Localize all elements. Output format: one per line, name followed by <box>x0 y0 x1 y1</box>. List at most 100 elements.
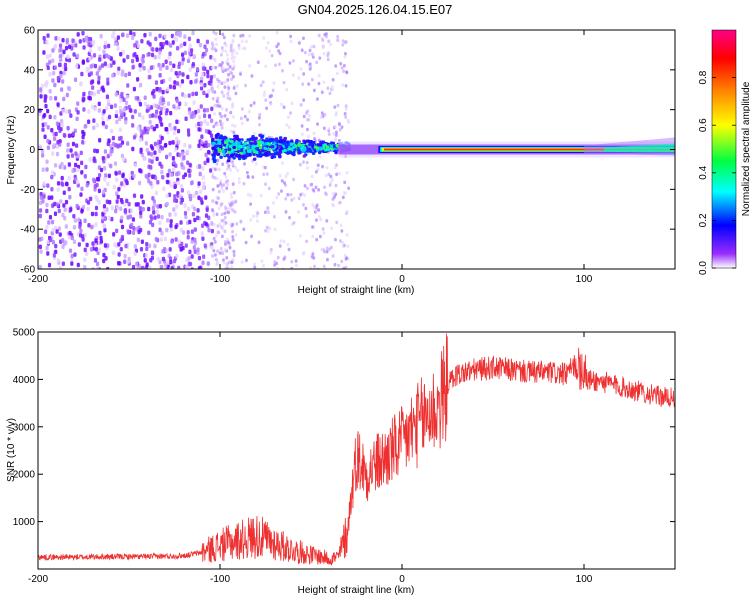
spectrogram-cell <box>53 96 58 101</box>
spectrogram-cell <box>273 263 276 267</box>
spectrogram-cell <box>167 55 171 60</box>
spectrogram-cell <box>270 138 275 142</box>
spectrogram-cell <box>42 50 46 55</box>
spectrogram-cell <box>131 114 135 120</box>
spectrogram-cell <box>99 33 103 39</box>
spectrogram-cell <box>143 95 147 100</box>
spectrogram-cell <box>181 72 185 77</box>
spectrogram-cell <box>134 261 139 267</box>
spectrogram-cell <box>46 251 50 256</box>
spectrogram-cell <box>79 81 83 86</box>
spectrogram-cell <box>222 93 225 98</box>
spectrogram-cell <box>200 76 204 82</box>
spectrogram-cell <box>119 206 123 212</box>
spectrogram-cell <box>59 73 63 79</box>
spectrogram-cell <box>273 227 277 232</box>
spectrogram-cell <box>215 212 219 217</box>
spectrogram-cell <box>317 208 321 212</box>
spectrogram-cell <box>154 190 159 196</box>
spectrogram-cell <box>82 131 86 137</box>
spectrogram-cell <box>335 144 340 148</box>
spectrogram-cell <box>268 49 272 53</box>
spectrogram-cell <box>256 211 260 216</box>
spectrogram-cell <box>113 103 117 108</box>
spectrogram-cell <box>218 63 222 67</box>
spectrogram-cell <box>106 181 110 187</box>
spectrogram-cell <box>161 62 165 68</box>
spectrogram-cell <box>272 215 276 219</box>
chart-title: GN04.2025.126.04.15.E07 <box>298 2 453 17</box>
spectrogram-cell <box>248 34 251 38</box>
spectrogram-cell <box>322 80 326 85</box>
spectrogram-cell <box>264 98 268 102</box>
spectrogram-cell <box>263 165 267 170</box>
spectrogram-cell <box>268 94 272 99</box>
spectrogram-cell <box>126 83 130 88</box>
spectrogram-cell <box>115 191 119 196</box>
spectrogram-cell <box>216 184 220 188</box>
spectrogram-cell <box>148 265 152 269</box>
spectrogram-cell <box>221 150 226 154</box>
spectrogram-cell <box>210 221 214 226</box>
spectrogram-cell <box>169 43 173 48</box>
spectrogram-cell <box>326 257 329 262</box>
spectrogram-cell <box>299 103 303 107</box>
spectrogram-cell <box>102 208 107 213</box>
spectrogram-cell <box>331 254 335 258</box>
spectrogram-cell <box>330 226 333 231</box>
spectrogram-cell <box>172 207 176 212</box>
spectrogram-cell <box>320 111 324 115</box>
spectrogram-cell <box>38 213 42 219</box>
spectrogram-cell <box>312 141 316 145</box>
spectrogram-cell <box>168 256 173 261</box>
spectrogram-cell <box>230 195 234 200</box>
spectrogram-cell <box>270 53 274 58</box>
spectrogram-cell <box>95 266 100 269</box>
spectrogram-cell <box>165 179 169 185</box>
spectrogram-cell <box>41 127 45 132</box>
spectrogram-cell <box>72 239 77 245</box>
spectrogram-cell <box>178 152 182 158</box>
spectrogram-cell <box>117 170 122 175</box>
spectrogram-cell <box>175 204 179 209</box>
spectrogram-cell <box>194 79 198 84</box>
spectrogram-cell <box>199 197 203 202</box>
spectrogram-cell <box>226 138 230 142</box>
spectrogram-cell <box>312 189 316 193</box>
spectrogram-cell <box>219 134 223 138</box>
spectrogram-cell <box>224 206 228 211</box>
spectrogram-cell <box>39 87 43 92</box>
spectrogram-cell <box>232 33 236 38</box>
spectrogram-cell <box>342 191 346 195</box>
spectrogram-cell <box>158 50 162 55</box>
spectrogram-cell <box>93 148 97 154</box>
spectrogram-cell <box>161 174 165 180</box>
spectrogram-cell <box>275 31 279 35</box>
spectrogram-cell <box>162 246 167 252</box>
spectrogram-cell <box>232 190 236 195</box>
spectrogram-cell <box>216 167 220 171</box>
snr-y-tick-label: 5000 <box>13 328 36 339</box>
spectrogram-cell <box>81 97 85 103</box>
spectrogram-cell <box>38 237 42 242</box>
spectrogram-cell <box>253 265 257 269</box>
spectrogram-cell <box>281 267 285 269</box>
spectrogram-cell <box>177 105 181 110</box>
spectrogram-cell <box>106 266 110 269</box>
spectrogram-cell <box>190 239 194 244</box>
spectrogram-cell <box>39 191 43 197</box>
spectrogram-cell <box>204 47 209 53</box>
spectrogram-cell <box>48 72 52 77</box>
spectrogram-cell <box>132 225 136 231</box>
spectrogram-cell <box>279 139 283 143</box>
spectrogram-cell <box>322 231 326 235</box>
spectrogram-cell <box>323 185 326 189</box>
spectrogram-cell <box>306 109 309 114</box>
spectrogram-cell <box>221 121 224 126</box>
spectrogram-cell <box>317 73 321 78</box>
spectrogram-cell <box>47 220 51 225</box>
spectrogram-cell <box>89 80 94 85</box>
spectrogram-cell <box>117 242 121 247</box>
spectrogram-cell <box>241 154 246 159</box>
spectrogram-y-ticks: -60 -40 -20 0 20 40 60 <box>21 26 675 276</box>
